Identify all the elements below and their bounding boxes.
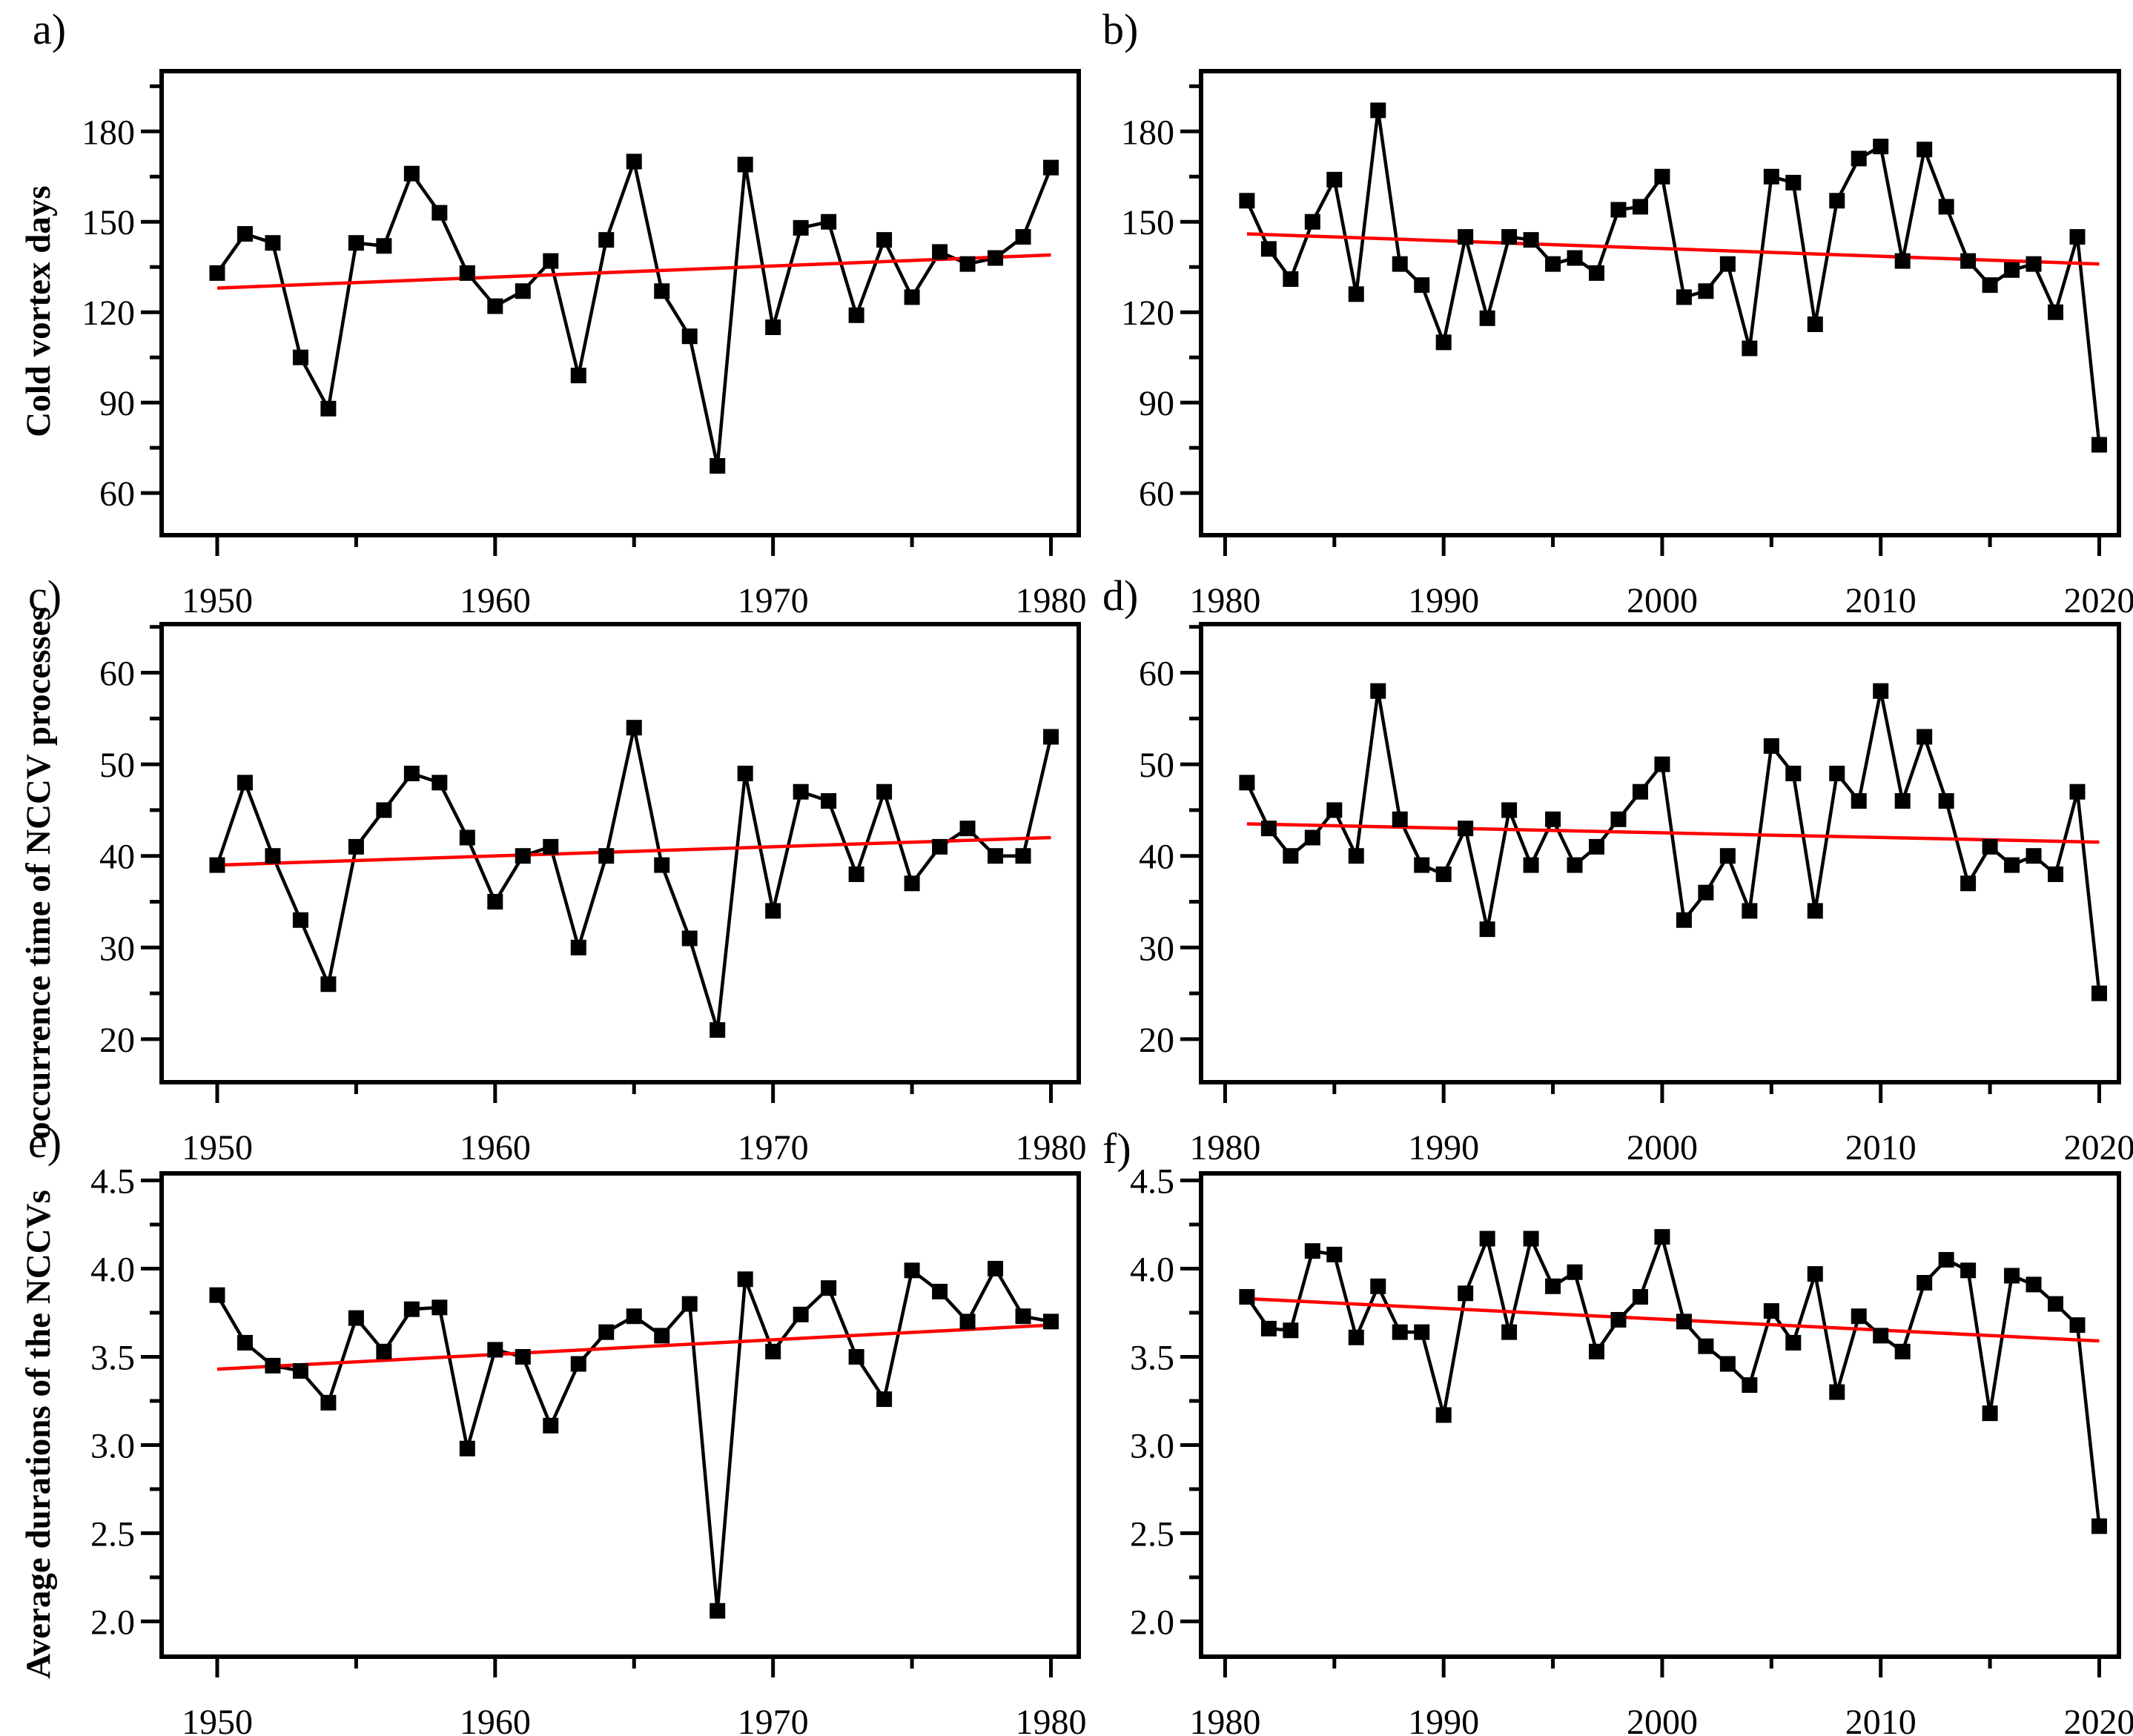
svg-text:1950: 1950	[182, 1128, 253, 1167]
svg-text:3.0: 3.0	[90, 1426, 135, 1465]
svg-text:3.0: 3.0	[1130, 1426, 1174, 1465]
svg-text:1960: 1960	[460, 1128, 531, 1167]
panel-letter-f: f)	[1102, 1124, 1131, 1173]
svg-text:1980: 1980	[1016, 581, 1087, 620]
svg-text:3.5: 3.5	[90, 1338, 135, 1377]
svg-text:150: 150	[82, 203, 135, 242]
svg-text:50: 50	[1139, 746, 1174, 785]
svg-text:60: 60	[1139, 474, 1174, 514]
panel-letter-d: d)	[1102, 572, 1139, 620]
svg-text:20: 20	[1139, 1021, 1174, 1060]
svg-text:1980: 1980	[1189, 581, 1260, 620]
svg-text:2.5: 2.5	[90, 1514, 135, 1554]
svg-text:3.5: 3.5	[1130, 1338, 1174, 1377]
svg-text:90: 90	[1139, 384, 1174, 423]
svg-text:180: 180	[1121, 113, 1174, 152]
svg-text:4.0: 4.0	[90, 1250, 135, 1289]
svg-text:2.0: 2.0	[1130, 1603, 1174, 1642]
svg-text:40: 40	[99, 838, 135, 877]
svg-text:2010: 2010	[1845, 1703, 1917, 1736]
y-axis-title-occurrence-time: occurrence time of NCCV processes	[19, 607, 58, 1139]
svg-text:1970: 1970	[738, 1703, 809, 1736]
svg-text:1980: 1980	[1016, 1128, 1087, 1167]
y-axis-title-cold-vortex-days: Cold vortex days	[19, 185, 58, 437]
panel-letter-a: a)	[33, 5, 67, 53]
svg-text:120: 120	[1121, 294, 1174, 333]
svg-text:120: 120	[82, 294, 135, 333]
svg-text:1980: 1980	[1016, 1703, 1087, 1736]
svg-text:2010: 2010	[1845, 1128, 1917, 1167]
svg-text:4.5: 4.5	[1130, 1162, 1174, 1202]
panel-letter-e: e)	[28, 1119, 62, 1167]
svg-text:1990: 1990	[1408, 1703, 1479, 1736]
svg-text:60: 60	[1139, 655, 1174, 694]
svg-text:2000: 2000	[1627, 1128, 1698, 1167]
svg-text:60: 60	[99, 474, 135, 514]
svg-text:2020: 2020	[2063, 581, 2133, 620]
svg-text:4.0: 4.0	[1130, 1250, 1174, 1289]
svg-text:2.0: 2.0	[90, 1603, 135, 1642]
svg-text:20: 20	[99, 1021, 135, 1060]
svg-text:90: 90	[99, 384, 135, 423]
panel-letter-c: c)	[28, 572, 62, 620]
svg-text:2.5: 2.5	[1130, 1514, 1174, 1554]
svg-text:1950: 1950	[182, 581, 253, 620]
svg-text:1950: 1950	[182, 1703, 253, 1736]
svg-text:1990: 1990	[1408, 581, 1479, 620]
svg-text:4.5: 4.5	[90, 1162, 135, 1202]
svg-text:1980: 1980	[1189, 1703, 1260, 1736]
svg-text:1990: 1990	[1408, 1128, 1479, 1167]
svg-text:30: 30	[99, 929, 135, 968]
panel-letter-b: b)	[1102, 5, 1139, 53]
svg-text:2020: 2020	[2063, 1703, 2133, 1736]
svg-text:2010: 2010	[1845, 581, 1917, 620]
svg-text:1960: 1960	[460, 581, 531, 620]
y-axis-title-average-durations: Average durations of the NCCVs	[19, 1190, 58, 1679]
svg-text:2020: 2020	[2063, 1128, 2133, 1167]
svg-text:2000: 2000	[1627, 1703, 1698, 1736]
svg-text:60: 60	[99, 655, 135, 694]
svg-text:1970: 1970	[738, 1128, 809, 1167]
svg-text:30: 30	[1139, 929, 1174, 968]
svg-text:1980: 1980	[1189, 1128, 1260, 1167]
svg-text:1960: 1960	[460, 1703, 531, 1736]
svg-text:1970: 1970	[738, 581, 809, 620]
svg-text:40: 40	[1139, 838, 1174, 877]
svg-text:50: 50	[99, 746, 135, 785]
svg-text:180: 180	[82, 113, 135, 152]
svg-text:2000: 2000	[1627, 581, 1698, 620]
svg-text:150: 150	[1121, 203, 1174, 242]
